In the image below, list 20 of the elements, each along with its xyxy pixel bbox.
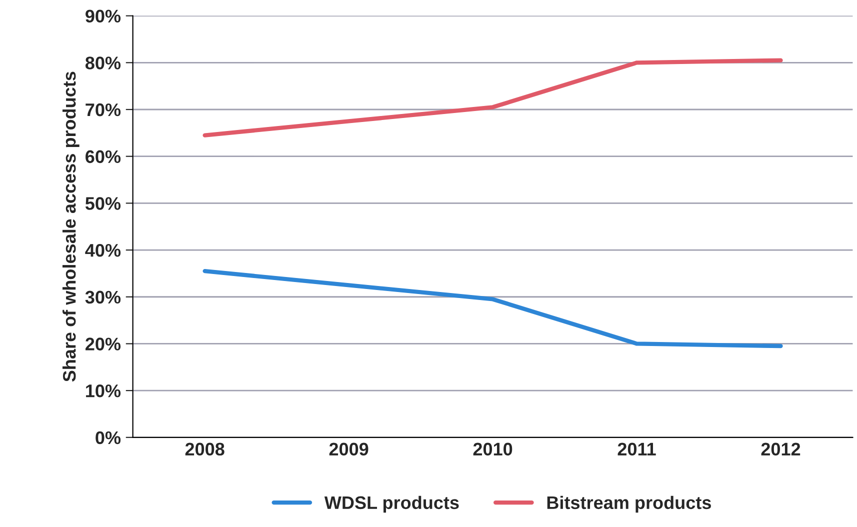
line-series	[202, 58, 783, 138]
y-tick-label: 20%	[86, 338, 121, 350]
y-tick-label: 30%	[85, 290, 121, 304]
y-tick-label: 10%	[86, 384, 121, 398]
y-tick-label: 60%	[86, 150, 121, 164]
x-tick-label: 2008	[185, 442, 224, 456]
y-tick-label: 80%	[85, 56, 121, 70]
y-tick-label: 50%	[85, 197, 121, 210]
y-tick-label: 70%	[86, 103, 121, 116]
y-tick-label: 90%	[86, 10, 121, 23]
x-tick-label: 2011	[618, 442, 656, 456]
y-axis-title: Share of wholesale access products	[62, 72, 80, 382]
legend-label: Bitstream products	[547, 496, 711, 513]
legend-label: WDSL products	[324, 496, 459, 513]
x-tick-label: 2010	[473, 442, 512, 456]
line-series	[202, 269, 783, 348]
x-tick-label: 2012	[761, 442, 800, 456]
y-tick-label: 0%	[96, 431, 121, 444]
x-tick-label: 2009	[329, 442, 368, 456]
y-tick-label: 40%	[85, 244, 121, 257]
